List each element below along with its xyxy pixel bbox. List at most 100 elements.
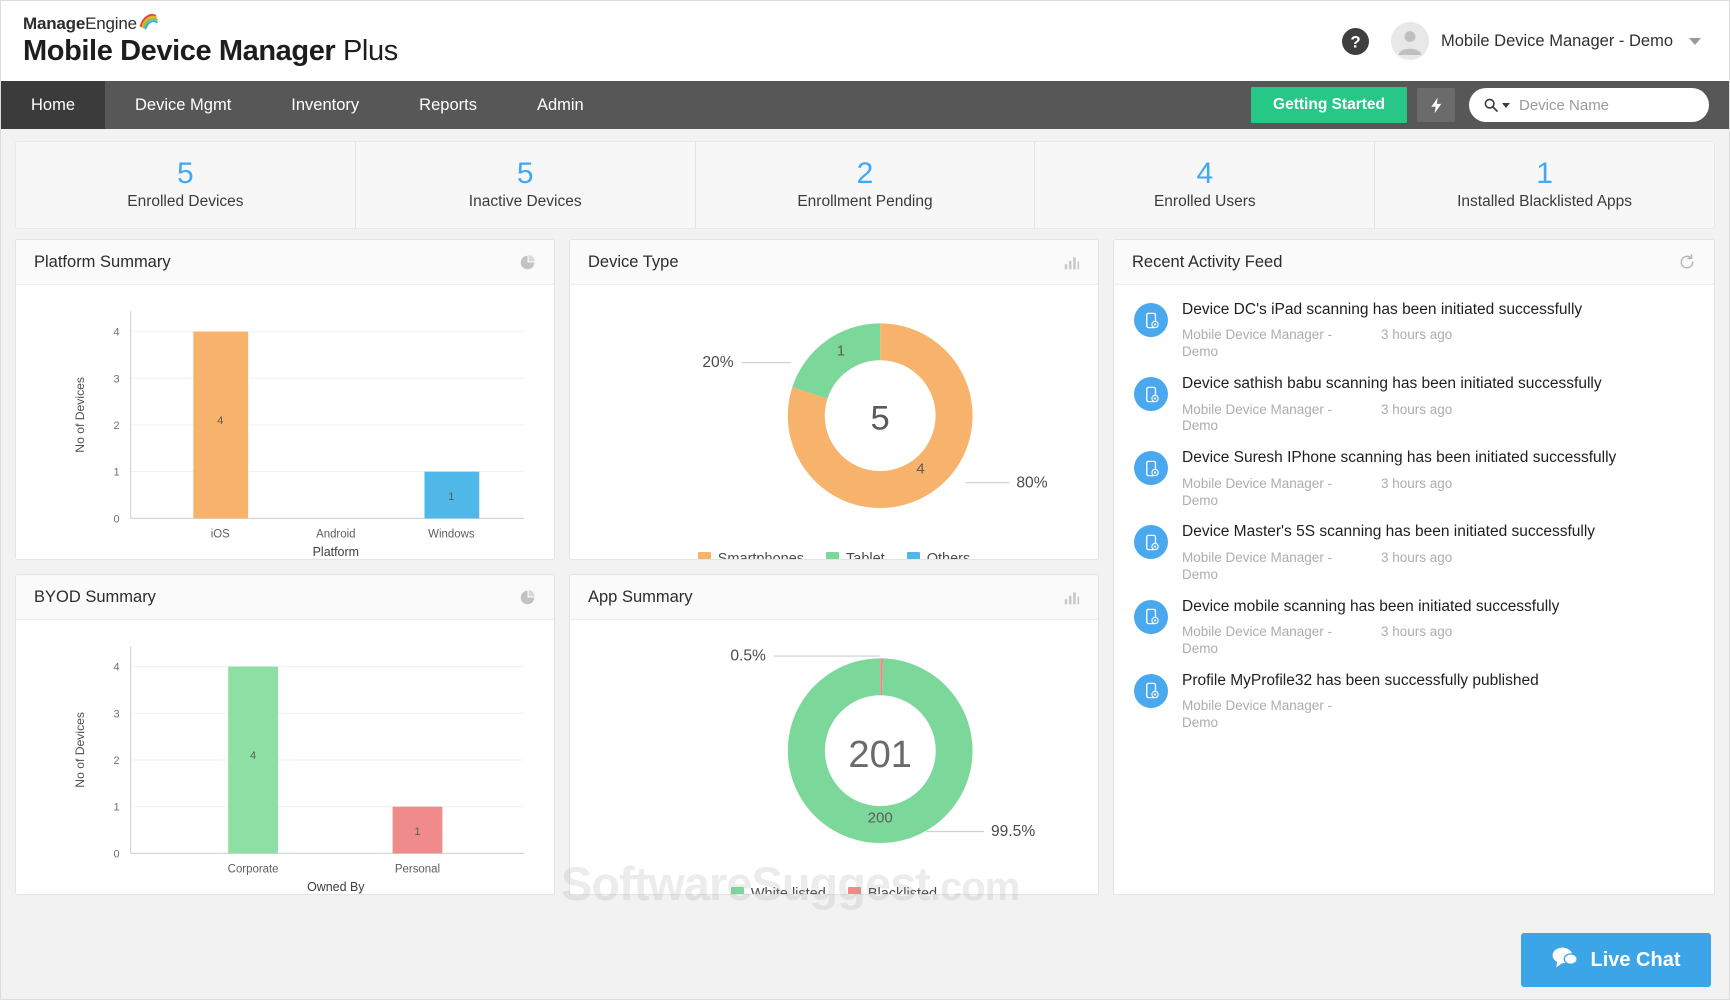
card-recent-activity-feed: Recent Activity Feed xyxy=(1113,239,1715,895)
pie-chart-icon[interactable] xyxy=(519,589,536,606)
device-type-donut-chart[interactable]: 5 1 4 20% 80% xyxy=(580,291,1088,551)
activity-time: 3 hours ago xyxy=(1381,549,1453,565)
kpi-enrollment-pending[interactable]: 2 Enrollment Pending xyxy=(696,142,1036,228)
card-body: 5 1 4 20% 80% xyxy=(570,285,1098,560)
product-title-light: Plus xyxy=(335,35,398,67)
activity-source: Mobile Device Manager - Demo xyxy=(1182,549,1333,582)
nav-right-actions: Getting Started xyxy=(1251,81,1729,129)
list-item[interactable]: Device DC's iPad scanning has been initi… xyxy=(1114,291,1714,365)
legend-item-smartphones[interactable]: Smartphones xyxy=(697,550,805,560)
device-scan-icon xyxy=(1134,599,1168,634)
svg-text:1: 1 xyxy=(414,826,420,838)
legend-item-white-listed[interactable]: White listed xyxy=(730,886,826,894)
kpi-inactive-devices[interactable]: 5 Inactive Devices xyxy=(356,142,696,228)
nav-item-reports[interactable]: Reports xyxy=(419,95,477,114)
svg-text:Owned By: Owned By xyxy=(307,880,365,894)
legend-swatch xyxy=(826,552,840,559)
activity-text: Device Suresh IPhone scanning has been i… xyxy=(1182,449,1617,467)
live-chat-label: Live Chat xyxy=(1590,948,1681,971)
card-app-summary: App Summary xyxy=(569,574,1099,895)
nav-item-home[interactable]: Home xyxy=(1,81,106,129)
product-title: Mobile Device Manager Plus xyxy=(23,35,398,68)
activity-time: 3 hours ago xyxy=(1381,327,1453,343)
device-scan-icon xyxy=(1134,525,1168,560)
list-item[interactable]: Profile MyProfile32 has been successfull… xyxy=(1114,662,1714,736)
svg-text:Platform: Platform xyxy=(313,545,359,559)
activity-meta: Mobile Device Manager - Demo 3 hours ago xyxy=(1182,402,1692,436)
bolt-icon[interactable] xyxy=(1417,88,1455,122)
legend-item-others[interactable]: Others xyxy=(906,551,970,559)
refresh-icon[interactable] xyxy=(1678,253,1696,271)
kpi-label: Inactive Devices xyxy=(468,193,582,210)
svg-text:0.5%: 0.5% xyxy=(730,648,766,665)
pie-chart-icon[interactable] xyxy=(519,254,536,271)
nav-item-admin[interactable]: Admin xyxy=(536,95,584,114)
activity-text: Profile MyProfile32 has been successfull… xyxy=(1182,671,1539,689)
svg-text:Corporate: Corporate xyxy=(228,864,279,876)
list-item-body: Device Suresh IPhone scanning has been i… xyxy=(1182,447,1692,509)
activity-source: Mobile Device Manager - Demo xyxy=(1182,698,1333,730)
chat-bubble-icon xyxy=(1551,945,1579,976)
getting-started-button[interactable]: Getting Started xyxy=(1251,87,1407,123)
list-item[interactable]: Device Master's 5S scanning has been ini… xyxy=(1114,513,1714,587)
list-item[interactable]: Device Suresh IPhone scanning has been i… xyxy=(1114,439,1714,513)
kpi-summary-row: 5 Enrolled Devices 5 Inactive Devices 2 … xyxy=(15,141,1715,229)
list-item[interactable]: Device sathish babu scanning has been in… xyxy=(1114,365,1714,439)
help-icon[interactable]: ? xyxy=(1341,27,1369,55)
brand-logo[interactable]: ManageEngine Mobile Device Manager Plus xyxy=(23,13,398,68)
nav-item-device-mgmt[interactable]: Device Mgmt xyxy=(135,95,232,114)
kpi-value: 4 xyxy=(1196,157,1214,190)
svg-text:2: 2 xyxy=(114,755,120,767)
activity-source: Mobile Device Manager - Demo xyxy=(1182,401,1333,434)
activity-meta: Mobile Device Manager - Demo 3 hours ago xyxy=(1182,476,1692,510)
bar-chart-icon[interactable] xyxy=(1063,254,1080,271)
card-title: Platform Summary xyxy=(34,252,171,271)
kpi-installed-blacklisted-apps[interactable]: 1 Installed Blacklisted Apps xyxy=(1375,142,1714,228)
svg-text:3: 3 xyxy=(114,373,120,385)
kpi-value: 1 xyxy=(1536,157,1553,190)
kpi-enrolled-users[interactable]: 4 Enrolled Users xyxy=(1035,142,1376,228)
list-item-body: Device DC's iPad scanning has been initi… xyxy=(1182,299,1692,361)
bar-chart-icon[interactable] xyxy=(1063,589,1080,606)
main-navigation: Home Device Mgmt Inventory Reports Admin… xyxy=(1,81,1729,129)
activity-source: Mobile Device Manager - Demo xyxy=(1182,475,1333,508)
legend-label: Smartphones xyxy=(717,550,805,560)
card-byod-summary: BYOD Summary xyxy=(15,574,555,895)
legend-item-blacklisted[interactable]: Blacklisted xyxy=(847,886,937,894)
nav-items: Home Device Mgmt Inventory Reports Admin xyxy=(1,81,614,129)
svg-text:0: 0 xyxy=(114,513,120,525)
svg-text:4: 4 xyxy=(114,662,120,674)
app-summary-donut-chart[interactable]: 201 200 0.5% 99.5% xyxy=(580,626,1088,886)
svg-text:1: 1 xyxy=(837,343,845,360)
legend-label: Tablet xyxy=(846,550,885,560)
nav-item-inventory[interactable]: Inventory xyxy=(291,95,360,114)
legend-swatch xyxy=(697,552,711,559)
search-box[interactable] xyxy=(1469,88,1709,122)
svg-text:iOS: iOS xyxy=(211,529,230,541)
activity-meta: Mobile Device Manager - Demo 3 hours ago xyxy=(1182,550,1692,584)
search-input[interactable] xyxy=(1519,96,1695,114)
activity-meta: Mobile Device Manager - Demo 3 hours ago xyxy=(1182,327,1692,361)
svg-text:?: ? xyxy=(1350,32,1360,51)
live-chat-button[interactable]: Live Chat xyxy=(1521,933,1711,987)
legend-item-tablet[interactable]: Tablet xyxy=(826,550,885,560)
list-item-body: Device Master's 5S scanning has been ini… xyxy=(1182,521,1692,583)
byod-summary-bar-chart[interactable]: 4 3 2 1 0 No of Devices 4 1 Corporate Pe… xyxy=(26,626,544,895)
svg-text:Windows: Windows xyxy=(428,529,475,541)
svg-text:5: 5 xyxy=(871,400,890,438)
platform-summary-bar-chart[interactable]: 4 3 2 1 0 No of Devices 4 1 xyxy=(26,291,544,560)
app-summary-donut-area: 201 200 0.5% 99.5% xyxy=(580,626,1088,894)
header-actions: ? Mobile Device Manager - Demo xyxy=(1341,22,1701,60)
svg-text:Android: Android xyxy=(316,529,355,541)
donut-wrap: 201 200 0.5% 99.5% xyxy=(580,626,1088,886)
kpi-value: 2 xyxy=(856,157,874,190)
user-menu[interactable]: Mobile Device Manager - Demo xyxy=(1390,22,1701,60)
activity-text: Device Master's 5S scanning has been ini… xyxy=(1182,523,1596,541)
activity-text: Device sathish babu scanning has been in… xyxy=(1182,375,1602,393)
activity-feed-list[interactable]: Device DC's iPad scanning has been initi… xyxy=(1114,285,1714,894)
kpi-enrolled-devices[interactable]: 5 Enrolled Devices xyxy=(16,142,356,228)
svg-text:201: 201 xyxy=(848,734,912,776)
list-item[interactable]: Device mobile scanning has been initiate… xyxy=(1114,588,1714,662)
search-dropdown-caret-icon[interactable] xyxy=(1502,102,1510,108)
